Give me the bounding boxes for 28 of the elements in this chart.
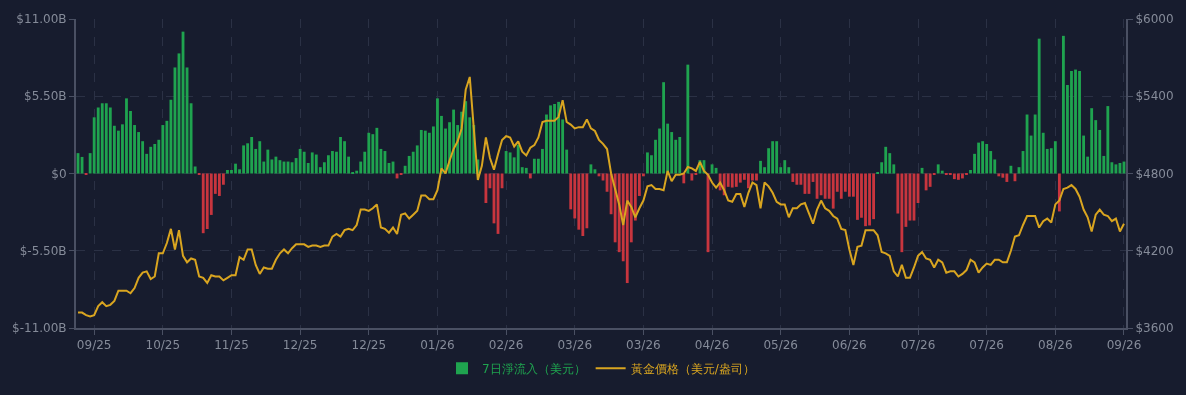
- x-tick-label: 10/25: [145, 338, 181, 353]
- x-tick-label: 04/26: [694, 338, 730, 353]
- y2-tick-label: $4800: [1135, 166, 1174, 181]
- y2-tick-label: $6000: [1135, 12, 1174, 27]
- y-tick-label: $-5.50B: [19, 243, 67, 258]
- x-tick-label: 06/26: [832, 338, 867, 353]
- x-tick-label: 03/26: [626, 338, 661, 353]
- y-tick-label: $-11.00B: [12, 321, 67, 336]
- x-tick-label: 12/25: [282, 338, 318, 353]
- x-tick-label: 05/26: [763, 338, 799, 353]
- x-tick-label: 03/26: [557, 338, 593, 353]
- x-tick-label: 01/26: [420, 338, 455, 353]
- x-tick-label: 09/25: [76, 338, 112, 353]
- x-tick-label: 02/26: [488, 338, 524, 353]
- x-tick-label: 07/26: [969, 338, 1004, 353]
- x-tick-label: 07/26: [900, 338, 936, 353]
- y-tick-label: $5.50B: [24, 89, 67, 104]
- legend-label: 7日淨流入（美元）: [482, 361, 586, 376]
- x-tick-label: 12/25: [351, 338, 387, 353]
- y2-tick-label: $3600: [1135, 321, 1174, 336]
- y-tick-label: $0: [51, 166, 67, 181]
- y2-tick-label: $5400: [1135, 89, 1174, 104]
- x-tick-label: 11/25: [214, 338, 249, 353]
- x-tick-label: 09/26: [1106, 338, 1142, 353]
- y2-tick-label: $4200: [1135, 243, 1174, 258]
- x-tick-label: 08/26: [1038, 338, 1073, 353]
- legend-label: 黃金價格（美元/盎司）: [630, 361, 755, 376]
- y-tick-label: $11.00B: [16, 12, 67, 27]
